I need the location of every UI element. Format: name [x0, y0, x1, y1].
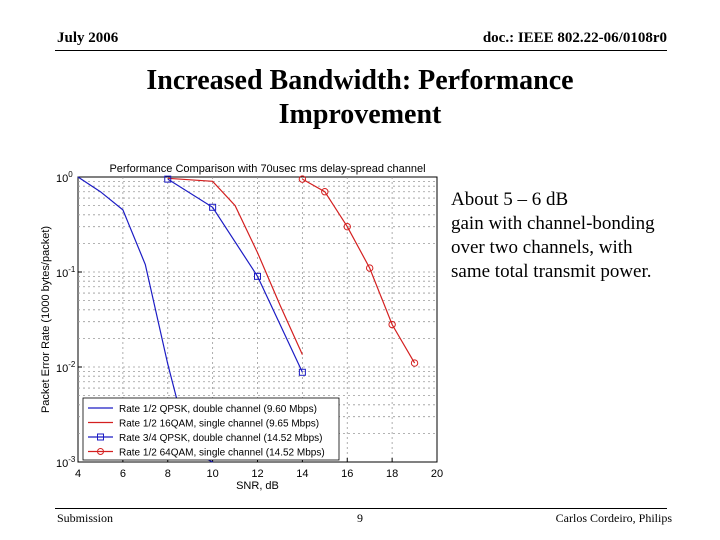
data-point-circle [388, 320, 396, 329]
x-tick-label: 10 [207, 468, 219, 480]
x-tick-label: 6 [120, 468, 126, 480]
x-tick-label: 12 [251, 468, 263, 480]
data-point-circle [343, 222, 351, 231]
x-axis-label: SNR, dB [236, 480, 279, 492]
header-doc-id: doc.: IEEE 802.22-06/0108r0 [482, 30, 667, 46]
x-tick-label: 4 [75, 468, 81, 480]
y-tick-label: 100 [56, 170, 73, 185]
legend-label: Rate 1/2 16QAM, single channel (9.65 Mbp… [119, 419, 319, 430]
data-point-square [298, 368, 306, 376]
legend-marker-square [97, 433, 104, 441]
x-tick-label: 8 [165, 468, 171, 480]
series-line-4 [302, 178, 416, 364]
x-tick-label: 16 [341, 468, 353, 480]
chart-title: Performance Comparison with 70usec rms d… [109, 163, 425, 175]
legend-marker-circle [97, 448, 104, 455]
y-tick-label: 10-2 [56, 360, 76, 375]
data-point-circle [365, 264, 374, 272]
slide-body-text: About 5 – 6 dB gain with channel-bonding… [451, 188, 713, 284]
slide-title-line-2: Improvement [278, 99, 442, 130]
body-line: over two channels, with [451, 237, 633, 258]
header-rule [55, 50, 667, 51]
y-tick-label: 10-1 [56, 265, 76, 280]
footer-submission: Submission [57, 511, 114, 525]
footer-author: Carlos Cordeiro, Philips [555, 511, 672, 525]
data-point-square [164, 175, 172, 183]
data-point-square [254, 272, 261, 280]
data-point-circle [321, 188, 329, 196]
footer-rule [55, 508, 667, 509]
data-point-square [209, 203, 217, 211]
legend-label: Rate 3/4 QPSK, double channel (14.52 Mbp… [119, 433, 322, 444]
header-date: July 2006 [57, 30, 119, 46]
data-point-circle [410, 359, 419, 367]
x-tick-label: 14 [296, 468, 308, 480]
body-line: About 5 – 6 dB [451, 189, 569, 210]
body-line: gain with channel-bonding [451, 213, 655, 234]
series-line-3 [167, 178, 303, 373]
legend-label: Rate 1/2 QPSK, double channel (9.60 Mbps… [119, 404, 317, 415]
legend-label: Rate 1/2 64QAM, single channel (14.52 Mb… [119, 448, 325, 459]
legend-box [82, 397, 340, 461]
series-line-2 [167, 177, 303, 355]
data-point-circle [298, 175, 307, 183]
body-line: same total transmit power. [451, 261, 652, 282]
slide-title-line-1: Increased Bandwidth: Performance [146, 65, 574, 96]
x-tick-label: 18 [386, 468, 398, 480]
y-tick-label: 10-3 [56, 455, 76, 470]
x-tick-label: 20 [431, 468, 443, 480]
slide-title: Increased Bandwidth: Performance Improve… [60, 64, 660, 132]
y-axis-label: Packet Error Rate (1000 bytes/packet) [40, 226, 52, 413]
footer-page-number: 9 [357, 511, 363, 525]
